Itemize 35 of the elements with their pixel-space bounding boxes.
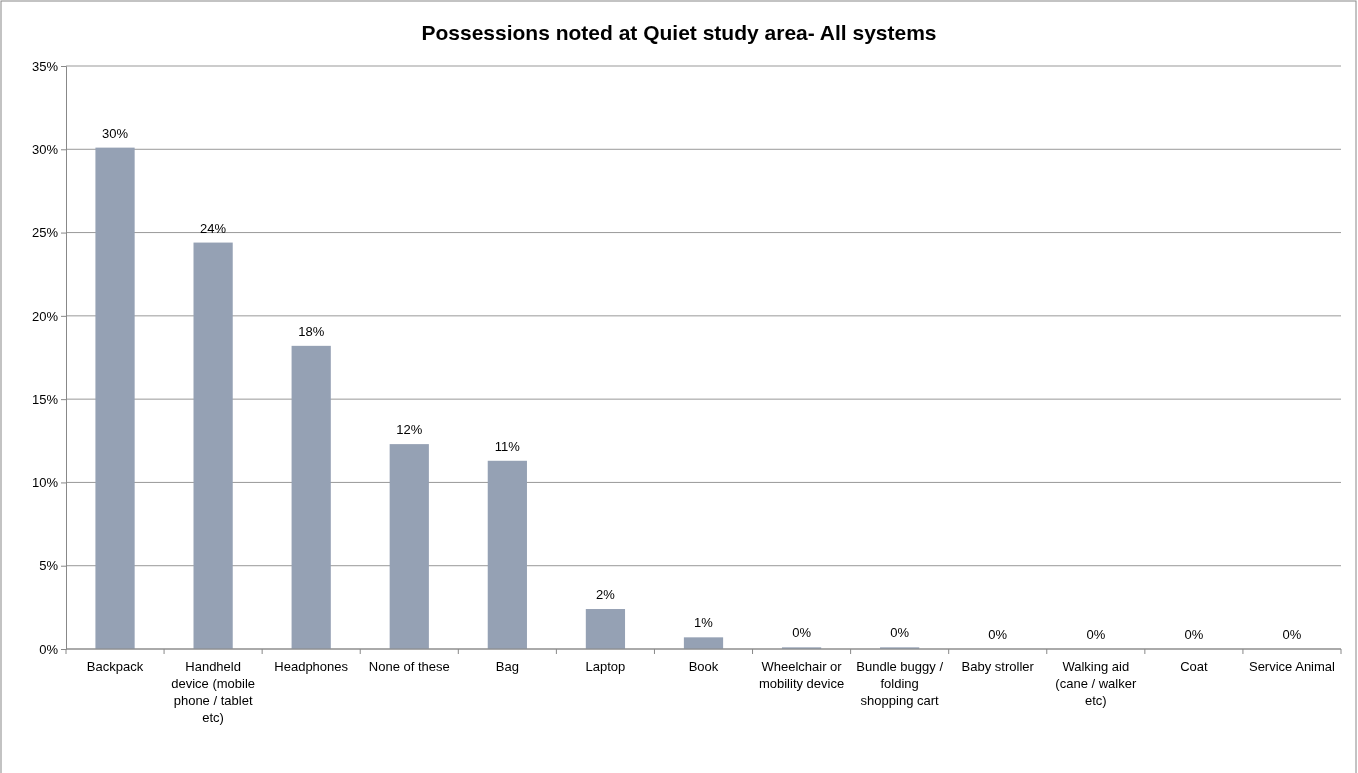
data-label: 0% [1282, 627, 1302, 642]
x-tick-label: Bundle buggy / folding shopping cart [856, 659, 944, 708]
x-tick-label: Headphones [274, 659, 349, 674]
x-tick-label: Bag [495, 659, 519, 674]
data-label: 12% [396, 422, 423, 438]
data-label: 2% [596, 587, 616, 603]
y-tick-label: 0% [39, 641, 59, 657]
x-tick-label: None of these [368, 659, 450, 674]
x-tick-label: Walking aid (cane / walker etc) [1055, 659, 1137, 708]
x-tick-label: Wheelchair or mobility device [758, 659, 845, 691]
data-label: 0% [792, 625, 812, 641]
data-label: 1% [694, 615, 714, 631]
y-tick-label: 20% [31, 308, 59, 324]
y-tick-label: 5% [39, 558, 59, 574]
x-tick-label: Book [688, 659, 719, 674]
y-tick-label: 30% [31, 141, 59, 157]
x-tick-label: Baby stroller [961, 659, 1035, 674]
x-tick-label: Backpack [86, 659, 144, 674]
x-tick-label: Handheld device (mobile phone / tablet etc) [171, 659, 256, 725]
data-label: 0% [988, 627, 1008, 642]
data-label: 0% [1086, 627, 1106, 642]
data-label: 18% [298, 323, 325, 339]
data-label: 0% [890, 625, 910, 641]
y-tick-label: 25% [31, 225, 59, 241]
x-tick-label: Laptop [585, 659, 626, 674]
y-tick-label: 10% [31, 475, 59, 491]
y-tick-label: 15% [31, 391, 59, 407]
y-tick-label: 35% [31, 58, 59, 74]
x-tick-label: Coat [1180, 659, 1208, 674]
chart-title: Possessions noted at Quiet study area- All systems [421, 21, 937, 44]
data-label: 11% [494, 438, 521, 454]
data-label: 30% [102, 125, 129, 141]
data-label: 0% [1184, 627, 1204, 642]
x-tick-label: Service Animal [1248, 659, 1336, 674]
data-label: 24% [200, 220, 227, 236]
